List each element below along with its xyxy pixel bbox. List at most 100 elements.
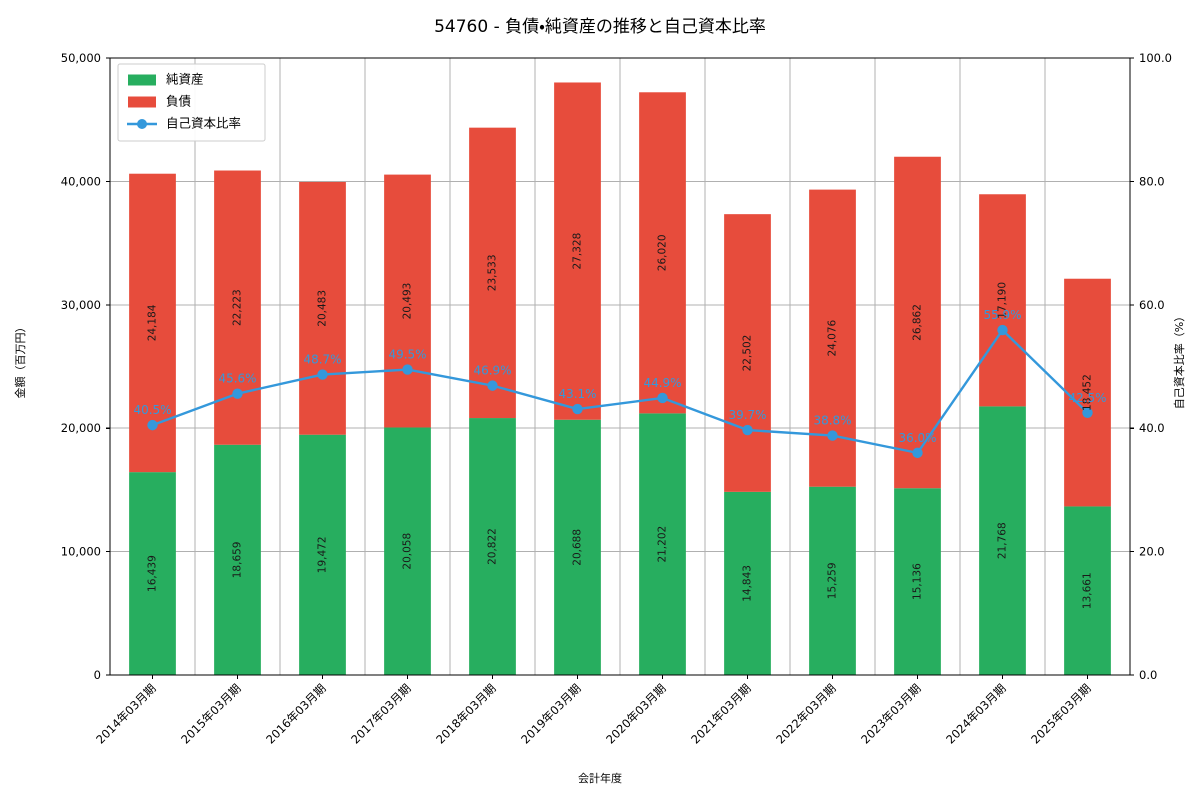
bars-layer (129, 82, 1111, 675)
bar-value-label-net-assets: 16,439 (147, 555, 159, 592)
bar-value-label-net-assets: 20,822 (487, 528, 499, 565)
y2-axis-tick-label: 0.0 (1139, 668, 1157, 682)
x-axis-title: 会計年度 (578, 771, 622, 785)
bar-value-label-liabilities: 23,533 (487, 254, 499, 291)
bar-segment-net-assets[interactable] (214, 444, 261, 675)
legend-label: 純資産 (166, 72, 204, 87)
y-axis-tick-label: 50,000 (61, 51, 101, 65)
y2-axis-tick-label: 100.0 (1139, 51, 1172, 65)
bar-segment-liabilities[interactable] (554, 82, 601, 420)
ratio-value-label: 39.7% (728, 408, 766, 422)
bar-segment-net-assets[interactable] (469, 418, 516, 675)
y-axis-tick-label: 0 (94, 668, 101, 682)
bar-value-label-liabilities: 27,328 (572, 233, 584, 270)
bar-value-label-net-assets: 21,202 (657, 526, 669, 563)
bar-value-label-liabilities: 24,076 (827, 319, 839, 356)
bar-segment-liabilities[interactable] (1064, 278, 1111, 507)
bar-segment-net-assets[interactable] (554, 419, 601, 675)
ratio-point-marker[interactable] (232, 388, 243, 399)
ratio-value-label: 42.5% (1068, 391, 1106, 405)
ratio-point-marker[interactable] (147, 419, 158, 431)
ratio-point-marker[interactable] (572, 403, 583, 415)
bar-segment-liabilities[interactable] (299, 181, 346, 435)
ratio-value-label: 43.1% (558, 387, 596, 401)
ratio-value-label: 48.7% (303, 353, 341, 367)
bar-value-label-net-assets: 15,136 (912, 563, 924, 600)
data-labels-layer: 16,439 24,184 18,659 22,223 19,472 20,483 20,0… (133, 233, 1106, 609)
ratio-value-label: 46.9% (473, 364, 511, 378)
bar-value-label-net-assets: 20,688 (572, 529, 584, 566)
ratio-point-marker[interactable] (1082, 407, 1093, 418)
y-axis-tick-label: 10,000 (61, 545, 101, 559)
bar-value-label-liabilities: 22,223 (232, 289, 244, 326)
ratio-value-label: 44.9% (643, 376, 681, 390)
bar-segment-net-assets[interactable] (979, 406, 1026, 675)
y-axis-tick-label: 30,000 (61, 298, 101, 312)
ratio-value-label: 45.6% (218, 372, 256, 386)
ratio-point-marker[interactable] (317, 369, 328, 380)
y2-axis-tick-label: 60.0 (1139, 298, 1165, 312)
bar-segment-net-assets[interactable] (384, 427, 431, 675)
bar-segment-liabilities[interactable] (894, 156, 941, 489)
bar-value-label-liabilities: 26,862 (912, 304, 924, 341)
ratio-point-marker[interactable] (487, 380, 498, 391)
plot-border (109, 57, 1131, 676)
bar-value-label-liabilities: 17,190 (997, 282, 1009, 319)
bar-value-label-liabilities: 18,452 (1082, 374, 1094, 411)
ratio-point-marker[interactable] (827, 430, 838, 441)
ratio-point-marker[interactable] (657, 392, 668, 404)
ratio-point-marker[interactable] (997, 324, 1008, 336)
bar-segment-net-assets[interactable] (724, 491, 771, 675)
ratio-value-label: 55.9% (983, 308, 1021, 322)
bar-segment-liabilities[interactable] (639, 92, 686, 414)
y-axis-title: 金額（百万円） (13, 322, 27, 399)
legend-swatch-net-assets (128, 74, 156, 86)
y-axis-tick-label: 40,000 (61, 174, 101, 188)
ratio-line-layer (147, 324, 1093, 459)
bar-value-label-net-assets: 21,768 (997, 522, 1009, 559)
bar-segment-net-assets[interactable] (639, 413, 686, 675)
ratio-value-label: 49.5% (388, 348, 426, 362)
bar-value-label-net-assets: 13,661 (1082, 572, 1094, 609)
bar-value-label-liabilities: 22,502 (742, 335, 754, 372)
bar-segment-net-assets[interactable] (129, 472, 176, 675)
bar-segment-liabilities[interactable] (469, 127, 516, 419)
chart-title: 54760 - 負債・純資産の推移と自己資本比率 (434, 17, 766, 37)
bar-segment-net-assets[interactable] (894, 488, 941, 675)
bar-value-label-net-assets: 20,058 (402, 533, 414, 570)
y2-axis-tick-label: 20.0 (1139, 545, 1165, 559)
bar-value-label-liabilities: 20,493 (402, 283, 414, 320)
bar-segment-liabilities[interactable] (384, 174, 431, 428)
bar-value-label-liabilities: 26,020 (657, 234, 669, 271)
ratio-point-marker[interactable] (912, 447, 923, 459)
legend-swatch-liabilities (128, 96, 156, 108)
legend-label: 自己資本比率 (166, 116, 241, 131)
ratio-point-marker[interactable] (742, 424, 753, 436)
bar-value-label-net-assets: 14,843 (742, 565, 754, 602)
legend-marker-equity-ratio (137, 119, 147, 129)
bar-segment-net-assets[interactable] (1064, 506, 1111, 675)
ratio-point-marker[interactable] (402, 364, 413, 375)
grid-lines (110, 57, 1130, 675)
ratio-line (151, 328, 1089, 455)
ratio-value-label: 40.5% (133, 403, 171, 417)
bar-segment-liabilities[interactable] (724, 214, 771, 492)
bar-value-label-net-assets: 18,659 (232, 541, 244, 578)
bar-value-label-liabilities: 20,483 (317, 290, 329, 327)
y2-axis-tick-label: 80.0 (1139, 174, 1165, 188)
bar-value-label-net-assets: 19,472 (317, 536, 329, 573)
ratio-value-label: 38.8% (813, 414, 851, 428)
bar-segment-liabilities[interactable] (979, 194, 1026, 407)
y2-axis-title: 自己資本比率（%） (1172, 311, 1186, 409)
legend-label: 負債 (166, 94, 191, 109)
bar-segment-net-assets[interactable] (809, 486, 856, 675)
y-axis-tick-label: 20,000 (61, 421, 101, 435)
ratio-value-label: 36.0% (898, 431, 936, 445)
bar-segment-net-assets[interactable] (299, 434, 346, 675)
y2-axis-tick-label: 40.0 (1139, 421, 1165, 435)
bar-value-label-liabilities: 24,184 (147, 304, 159, 341)
bar-value-label-net-assets: 15,259 (827, 562, 839, 599)
